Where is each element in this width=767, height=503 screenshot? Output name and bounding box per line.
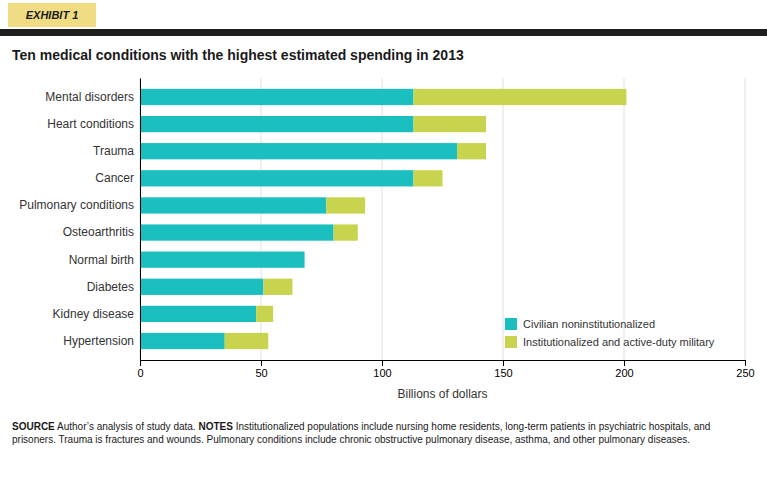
header-bar [0, 29, 767, 36]
y-tick-label: Pulmonary conditions [19, 198, 134, 212]
grid-line [140, 78, 141, 360]
exhibit-box [8, 3, 96, 27]
x-tick-label: 50 [255, 367, 267, 379]
bar [140, 170, 413, 186]
grid [140, 78, 745, 360]
chart: EXHIBIT 1 Ten medical conditions with the… [0, 0, 767, 503]
note-text: Author’s analysis of study data. [57, 421, 196, 432]
bar [457, 143, 486, 159]
x-axis: 0 50 100 150 200 250 [137, 360, 754, 379]
bar [225, 333, 269, 349]
y-tick-label: Hypertension [63, 334, 134, 348]
bars [140, 89, 626, 349]
series-0 [140, 89, 457, 349]
x-tick: 100 [373, 360, 391, 379]
bar [140, 279, 263, 295]
notes: SOURCE Author’s analysis of study data. … [12, 420, 752, 446]
bar [140, 224, 334, 240]
y-axis: Mental disorders Heart conditions Trauma Ca… [19, 79, 140, 361]
x-tick-label: 100 [373, 367, 391, 379]
x-tick-mark [140, 360, 141, 366]
bar [140, 333, 225, 349]
y-tick: Cancer [95, 171, 140, 185]
x-tick-label: 200 [615, 367, 633, 379]
x-tick: 50 [255, 360, 267, 379]
bar [140, 89, 413, 105]
legend-item: Civilian noninstitutionalized [505, 318, 655, 330]
title: Ten medical conditions with the highest … [12, 47, 464, 63]
x-axis-line [141, 361, 746, 367]
bar [140, 116, 413, 132]
y-tick-label: Heart conditions [47, 117, 134, 131]
y-tick: Mental disorders [45, 90, 140, 104]
grid-line [503, 78, 504, 360]
legend: Civilian noninstitutionalized Institution… [505, 318, 715, 348]
bar [256, 306, 273, 322]
x-tick-mark [503, 360, 504, 366]
bar [413, 170, 442, 186]
x-tick-mark [261, 360, 262, 366]
bar [334, 224, 358, 240]
x-tick-label: 250 [736, 367, 754, 379]
x-tick: 250 [736, 360, 754, 379]
bar [304, 252, 305, 268]
y-tick: Heart conditions [47, 117, 140, 131]
x-tick-mark [624, 360, 625, 366]
legend-swatch [505, 336, 517, 348]
bar [263, 279, 292, 295]
bar [140, 252, 305, 268]
series-1 [225, 89, 627, 349]
grid-line [745, 78, 746, 360]
y-tick: Diabetes [87, 280, 140, 294]
bar [326, 197, 365, 213]
legend-item: Institutionalized and active-duty milita… [505, 336, 715, 348]
y-tick: Trauma [93, 144, 140, 158]
y-tick-label: Osteoarthritis [63, 225, 134, 239]
exhibit-label: EXHIBIT 1 [26, 9, 79, 21]
x-tick-mark [745, 360, 746, 366]
bar [140, 197, 326, 213]
note-heading: NOTES [198, 421, 232, 432]
legend-swatch [505, 318, 517, 330]
plot: 0 50 100 150 200 250 Billions of dollars Mental… [19, 78, 754, 401]
y-tick-label: Kidney disease [53, 307, 135, 321]
y-tick: Hypertension [63, 334, 140, 348]
bar [413, 89, 626, 105]
x-tick: 200 [615, 360, 633, 379]
note-heading: SOURCE [12, 421, 55, 432]
y-tick-label: Cancer [95, 171, 134, 185]
x-tick-label: 150 [494, 367, 512, 379]
x-tick-label: 0 [137, 367, 143, 379]
y-tick-label: Trauma [93, 144, 134, 158]
x-axis-title: Billions of dollars [397, 387, 487, 401]
x-tick: 150 [494, 360, 512, 379]
legend-label: Civilian noninstitutionalized [523, 318, 655, 330]
y-tick-label: Normal birth [69, 253, 134, 267]
x-tick: 0 [137, 360, 143, 379]
y-axis-line [140, 79, 141, 361]
legend-label: Institutionalized and active-duty milita… [523, 336, 715, 348]
bar [413, 116, 486, 132]
y-tick-label: Mental disorders [45, 90, 134, 104]
bar [140, 306, 256, 322]
y-tick: Pulmonary conditions [19, 198, 140, 212]
y-tick: Kidney disease [53, 307, 140, 321]
y-tick: Normal birth [69, 253, 140, 267]
bar [140, 143, 457, 159]
y-tick: Osteoarthritis [63, 225, 140, 239]
x-tick-mark [382, 360, 383, 366]
y-tick-label: Diabetes [87, 280, 134, 294]
